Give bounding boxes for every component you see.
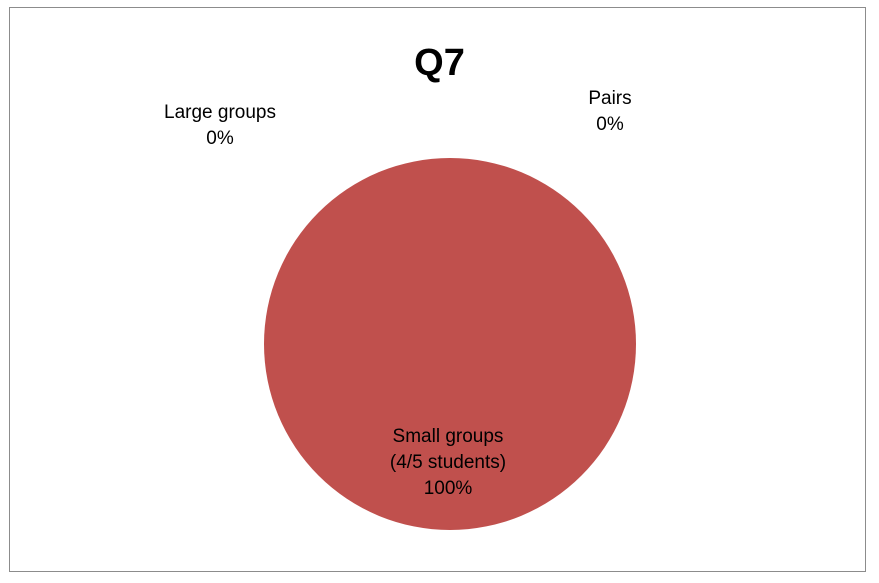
data-label-large-groups: Large groups 0% <box>140 100 300 152</box>
data-label-large-groups-name: Large groups <box>164 102 276 123</box>
data-label-pairs-percent: 0% <box>596 114 624 135</box>
data-label-pairs: Pairs 0% <box>540 86 680 138</box>
data-label-small-groups-line-1: Small groups <box>392 426 504 447</box>
data-label-small-groups-line-2: (4/5 students) <box>389 452 507 473</box>
data-label-small-groups: Small groups (4/5 students) 100% <box>368 424 528 502</box>
chart-title: Q7 <box>414 42 465 84</box>
data-label-small-groups-percent: 100% <box>423 478 473 499</box>
data-label-pairs-name: Pairs <box>588 88 632 109</box>
pie-slice-small-groups-4-5-students <box>264 158 636 530</box>
data-label-large-groups-percent: 0% <box>206 128 234 149</box>
